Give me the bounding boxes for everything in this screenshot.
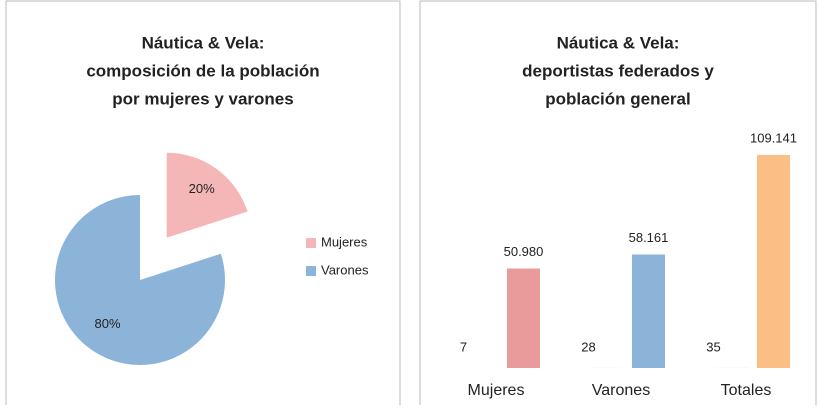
chart-title: composición de la población — [86, 61, 319, 80]
chart-title: población general — [545, 89, 690, 108]
data-label: 58.161 — [629, 230, 669, 245]
data-label: 35 — [706, 339, 720, 354]
bar — [507, 269, 540, 368]
data-label: 80% — [95, 316, 121, 331]
bar — [632, 254, 665, 368]
legend-label: Varones — [321, 262, 369, 277]
data-label: 109.141 — [750, 130, 797, 145]
data-label: 20% — [189, 181, 215, 196]
data-label: 7 — [460, 339, 467, 354]
data-label: 50.980 — [504, 244, 544, 259]
x-tick-label: Mujeres — [468, 382, 525, 399]
chart-title: por mujeres y varones — [112, 89, 293, 108]
legend-swatch — [306, 238, 316, 248]
chart-title: Náutica & Vela: — [557, 33, 680, 52]
chart-title: Náutica & Vela: — [142, 33, 265, 52]
chart-title: deportistas federados y — [522, 61, 714, 80]
legend-label: Mujeres — [321, 234, 368, 249]
legend-swatch — [306, 266, 316, 276]
x-tick-label: Varones — [592, 382, 650, 399]
bar — [757, 155, 790, 368]
x-tick-label: Totales — [721, 382, 772, 399]
data-label: 28 — [581, 339, 595, 354]
